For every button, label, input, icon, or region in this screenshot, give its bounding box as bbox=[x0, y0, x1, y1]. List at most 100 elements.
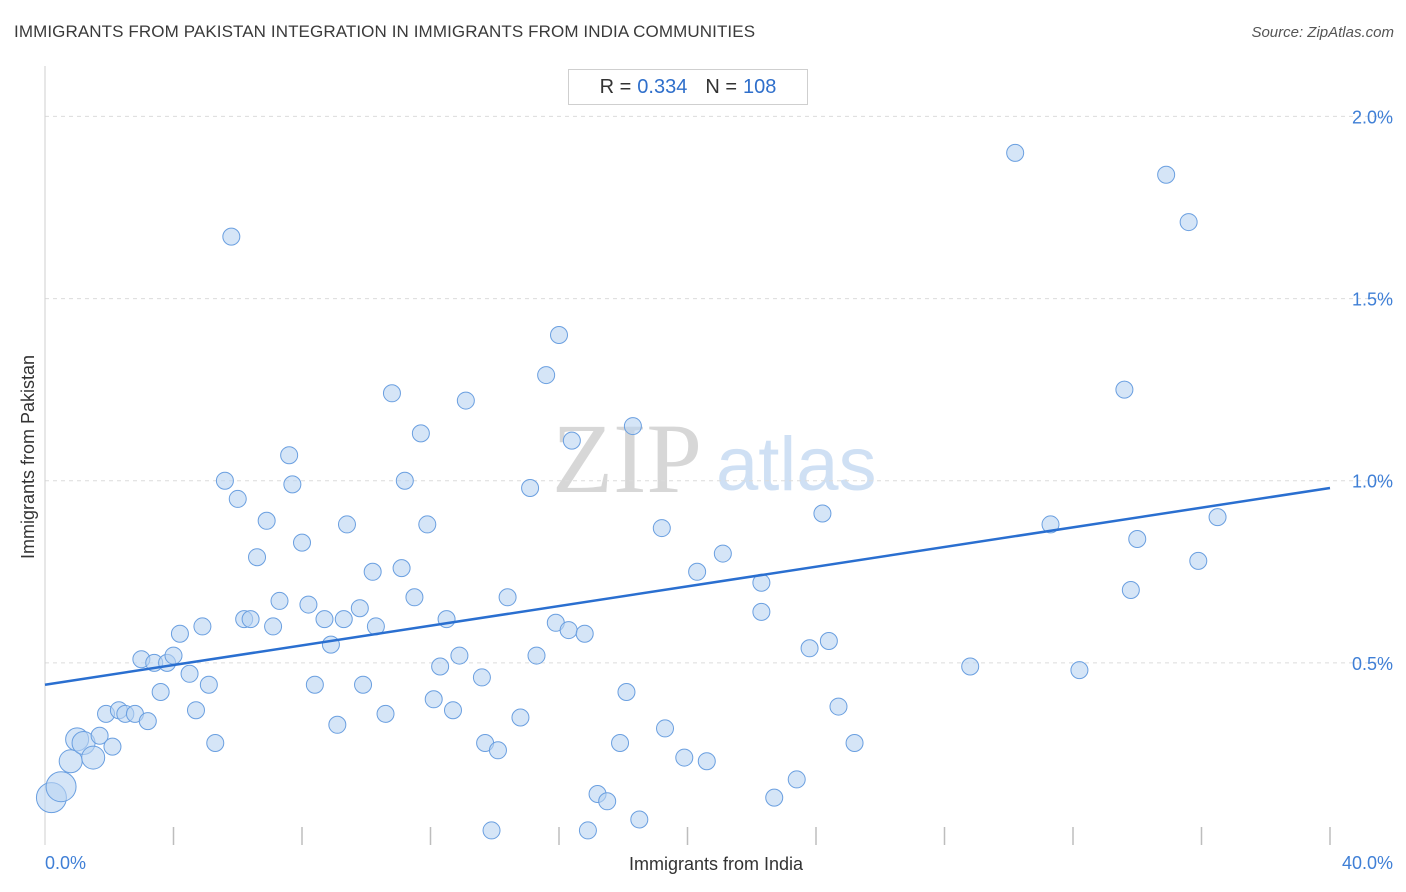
n-value: 108 bbox=[743, 75, 777, 98]
data-point bbox=[961, 657, 980, 676]
data-point bbox=[228, 489, 247, 508]
data-point bbox=[45, 771, 77, 803]
data-point bbox=[170, 624, 189, 643]
data-point bbox=[1208, 508, 1227, 527]
axes bbox=[44, 66, 1331, 845]
data-point bbox=[1070, 661, 1089, 680]
n-label: N = bbox=[705, 75, 738, 98]
data-point bbox=[450, 646, 469, 665]
trend-line-group bbox=[44, 486, 1331, 686]
data-point bbox=[186, 701, 205, 720]
data-point bbox=[1121, 581, 1140, 599]
data-point bbox=[283, 475, 302, 494]
x-tick-label: 40.0% bbox=[1342, 853, 1393, 873]
y-axis-title: Immigrants from Pakistan bbox=[18, 355, 38, 559]
data-point bbox=[550, 326, 568, 344]
data-point bbox=[488, 741, 507, 760]
r-value: 0.334 bbox=[637, 75, 688, 98]
correlation-stats-box: R = 0.334 N = 108 bbox=[568, 69, 808, 105]
data-point bbox=[328, 715, 347, 734]
data-point bbox=[180, 664, 199, 683]
watermark-atlas: atlas bbox=[716, 422, 877, 507]
data-point bbox=[424, 690, 443, 709]
data-point bbox=[199, 675, 218, 694]
data-point bbox=[511, 708, 530, 727]
data-point bbox=[222, 227, 241, 246]
data-point bbox=[81, 745, 106, 770]
data-point bbox=[241, 610, 260, 629]
r-label: R = bbox=[599, 75, 632, 98]
data-point bbox=[688, 562, 707, 581]
data-point bbox=[395, 471, 414, 490]
data-point bbox=[293, 533, 311, 552]
data-point bbox=[164, 646, 183, 665]
data-point bbox=[337, 515, 356, 534]
x-tick-label: 0.0% bbox=[45, 853, 86, 873]
data-point bbox=[482, 821, 501, 840]
data-point bbox=[617, 683, 636, 701]
data-point bbox=[363, 562, 382, 581]
data-point bbox=[559, 621, 578, 640]
data-point bbox=[90, 726, 109, 745]
data-point bbox=[193, 617, 212, 636]
data-point bbox=[257, 511, 276, 530]
x-axis-title: Immigrants from India bbox=[629, 854, 804, 874]
data-point bbox=[829, 697, 848, 716]
data-point bbox=[215, 471, 234, 490]
data-point bbox=[305, 675, 324, 694]
data-point bbox=[787, 770, 806, 789]
data-point bbox=[151, 683, 170, 701]
source-credit: Source: ZipAtlas.com bbox=[1251, 24, 1394, 41]
data-point bbox=[392, 559, 411, 578]
data-point bbox=[1041, 515, 1060, 534]
data-point bbox=[443, 701, 462, 720]
data-point bbox=[382, 384, 401, 403]
data-point bbox=[456, 391, 475, 410]
data-point bbox=[1179, 213, 1198, 232]
data-point bbox=[498, 588, 517, 607]
data-point bbox=[270, 591, 289, 610]
data-point bbox=[562, 431, 581, 450]
data-point bbox=[354, 675, 373, 694]
data-point bbox=[598, 792, 617, 811]
data-point bbox=[206, 734, 225, 752]
data-point bbox=[264, 617, 283, 636]
data-point bbox=[656, 719, 675, 738]
trend-line bbox=[44, 486, 1331, 686]
data-point bbox=[611, 734, 630, 752]
data-point bbox=[138, 712, 157, 731]
y-tick-label: 1.5% bbox=[1352, 290, 1393, 310]
chart-title: IMMIGRANTS FROM PAKISTAN INTEGRATION IN … bbox=[14, 22, 756, 41]
data-point bbox=[315, 610, 334, 629]
data-point bbox=[1006, 143, 1025, 162]
data-point bbox=[418, 515, 437, 534]
data-point bbox=[334, 610, 353, 629]
data-point bbox=[472, 668, 491, 687]
data-point bbox=[299, 595, 318, 614]
data-point bbox=[103, 737, 122, 756]
data-point bbox=[630, 810, 649, 829]
tick-labels: 0.5% 1.0% 1.5% 2.0% 0.0% 40.0% bbox=[45, 107, 1393, 873]
data-point bbox=[1115, 380, 1134, 399]
data-point bbox=[675, 748, 694, 767]
data-point bbox=[1189, 551, 1208, 570]
data-point bbox=[819, 632, 838, 650]
y-tick-label: 0.5% bbox=[1352, 654, 1393, 674]
data-point bbox=[652, 519, 671, 538]
data-point bbox=[800, 639, 819, 658]
data-point bbox=[713, 544, 732, 563]
data-point bbox=[527, 646, 546, 665]
data-point bbox=[575, 624, 594, 643]
data-point bbox=[1157, 165, 1176, 184]
data-point bbox=[248, 548, 267, 567]
data-point bbox=[376, 704, 395, 723]
data-point bbox=[431, 657, 450, 676]
data-point bbox=[405, 588, 424, 607]
data-point bbox=[1128, 530, 1147, 548]
data-points bbox=[35, 143, 1227, 840]
y-tick-label: 1.0% bbox=[1352, 472, 1393, 492]
data-point bbox=[350, 599, 369, 618]
data-point bbox=[521, 479, 540, 497]
data-point bbox=[578, 821, 597, 840]
data-point bbox=[280, 446, 299, 465]
